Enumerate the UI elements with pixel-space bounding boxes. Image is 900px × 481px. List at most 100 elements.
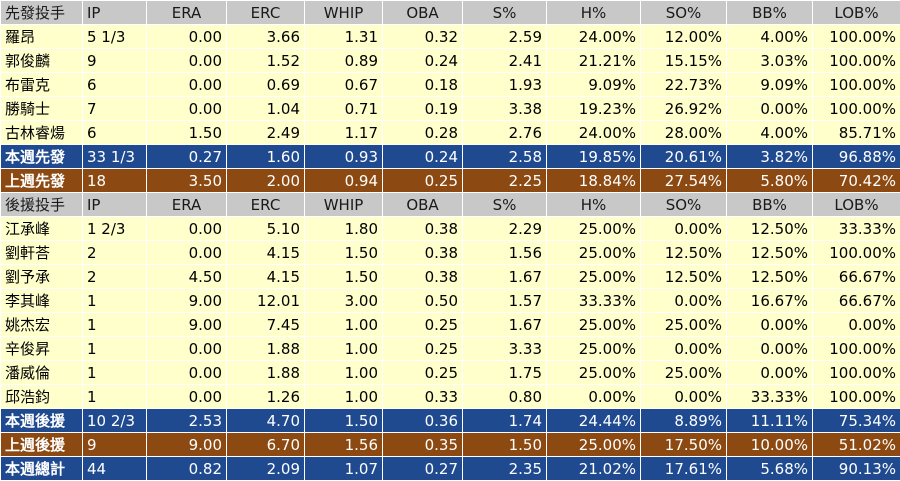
cell-so-pct: 12.50% <box>641 241 727 265</box>
cell-erc: 2.49 <box>227 121 305 145</box>
cell-lob-pct: 51.02% <box>813 433 900 457</box>
cell-h-pct: 33.33% <box>547 289 641 313</box>
cell-h-pct: 9.09% <box>547 73 641 97</box>
cell-bb-pct: 12.50% <box>727 217 813 241</box>
cell-s-pct: 1.67 <box>463 265 547 289</box>
cell-erc: 2.00 <box>227 169 305 193</box>
cell-h-pct: 25.00% <box>547 217 641 241</box>
cell-so-pct: 25.00% <box>641 361 727 385</box>
cell-ip: 10 2/3 <box>83 409 147 433</box>
cell-oba: 0.38 <box>383 217 463 241</box>
cell-erc: 2.09 <box>227 457 305 481</box>
cell-whip: 0.71 <box>305 97 383 121</box>
cell-lob-pct: 66.67% <box>813 265 900 289</box>
cell-whip: 1.07 <box>305 457 383 481</box>
cell-era: 0.00 <box>147 97 227 121</box>
column-header-era: ERA <box>147 1 227 25</box>
cell-ip: 9 <box>83 49 147 73</box>
cell-whip: 0.93 <box>305 145 383 169</box>
column-header-s-pct: S% <box>463 193 547 217</box>
cell-whip: 0.67 <box>305 73 383 97</box>
cell-lob-pct: 100.00% <box>813 337 900 361</box>
cell-erc: 5.10 <box>227 217 305 241</box>
cell-name: 江承峰 <box>1 217 83 241</box>
cell-whip: 1.56 <box>305 433 383 457</box>
cell-bb-pct: 0.00% <box>727 337 813 361</box>
cell-lob-pct: 33.33% <box>813 217 900 241</box>
cell-whip: 1.50 <box>305 241 383 265</box>
cell-s-pct: 2.58 <box>463 145 547 169</box>
cell-bb-pct: 3.03% <box>727 49 813 73</box>
cell-era: 0.00 <box>147 49 227 73</box>
cell-oba: 0.50 <box>383 289 463 313</box>
cell-name: 郭俊麟 <box>1 49 83 73</box>
cell-erc: 1.26 <box>227 385 305 409</box>
cell-s-pct: 2.29 <box>463 217 547 241</box>
cell-whip: 1.00 <box>305 313 383 337</box>
cell-oba: 0.25 <box>383 169 463 193</box>
cell-lob-pct: 90.13% <box>813 457 900 481</box>
cell-bb-pct: 0.00% <box>727 97 813 121</box>
cell-s-pct: 2.35 <box>463 457 547 481</box>
cell-oba: 0.19 <box>383 97 463 121</box>
cell-name: 本週總計 <box>1 457 83 481</box>
section-title: 後援投手 <box>1 193 83 217</box>
cell-ip: 1 <box>83 313 147 337</box>
cell-s-pct: 1.56 <box>463 241 547 265</box>
cell-h-pct: 24.00% <box>547 25 641 49</box>
cell-name: 上週後援 <box>1 433 83 457</box>
cell-so-pct: 20.61% <box>641 145 727 169</box>
cell-s-pct: 0.80 <box>463 385 547 409</box>
cell-erc: 3.66 <box>227 25 305 49</box>
cell-erc: 7.45 <box>227 313 305 337</box>
cell-ip: 1 <box>83 361 147 385</box>
cell-name: 劉軒荅 <box>1 241 83 265</box>
cell-erc: 4.15 <box>227 265 305 289</box>
cell-oba: 0.24 <box>383 49 463 73</box>
cell-lob-pct: 85.71% <box>813 121 900 145</box>
cell-whip: 1.50 <box>305 409 383 433</box>
column-header-whip: WHIP <box>305 1 383 25</box>
cell-era: 4.50 <box>147 265 227 289</box>
cell-ip: 1 <box>83 385 147 409</box>
cell-oba: 0.38 <box>383 241 463 265</box>
cell-lob-pct: 75.34% <box>813 409 900 433</box>
cell-era: 0.82 <box>147 457 227 481</box>
column-header-whip: WHIP <box>305 193 383 217</box>
cell-so-pct: 26.92% <box>641 97 727 121</box>
cell-ip: 5 1/3 <box>83 25 147 49</box>
cell-s-pct: 1.50 <box>463 433 547 457</box>
cell-era: 0.00 <box>147 73 227 97</box>
cell-bb-pct: 0.00% <box>727 313 813 337</box>
cell-whip: 0.94 <box>305 169 383 193</box>
cell-name: 邱浩鈞 <box>1 385 83 409</box>
cell-h-pct: 25.00% <box>547 361 641 385</box>
cell-bb-pct: 4.00% <box>727 121 813 145</box>
cell-oba: 0.24 <box>383 145 463 169</box>
cell-lob-pct: 100.00% <box>813 385 900 409</box>
column-header-bb-pct: BB% <box>727 1 813 25</box>
cell-oba: 0.25 <box>383 361 463 385</box>
cell-so-pct: 0.00% <box>641 337 727 361</box>
cell-bb-pct: 12.50% <box>727 265 813 289</box>
cell-era: 9.00 <box>147 433 227 457</box>
cell-lob-pct: 66.67% <box>813 289 900 313</box>
cell-ip: 2 <box>83 265 147 289</box>
cell-h-pct: 21.21% <box>547 49 641 73</box>
cell-name: 本週後援 <box>1 409 83 433</box>
cell-ip: 7 <box>83 97 147 121</box>
cell-era: 1.50 <box>147 121 227 145</box>
cell-bb-pct: 5.68% <box>727 457 813 481</box>
cell-erc: 1.04 <box>227 97 305 121</box>
cell-h-pct: 19.85% <box>547 145 641 169</box>
